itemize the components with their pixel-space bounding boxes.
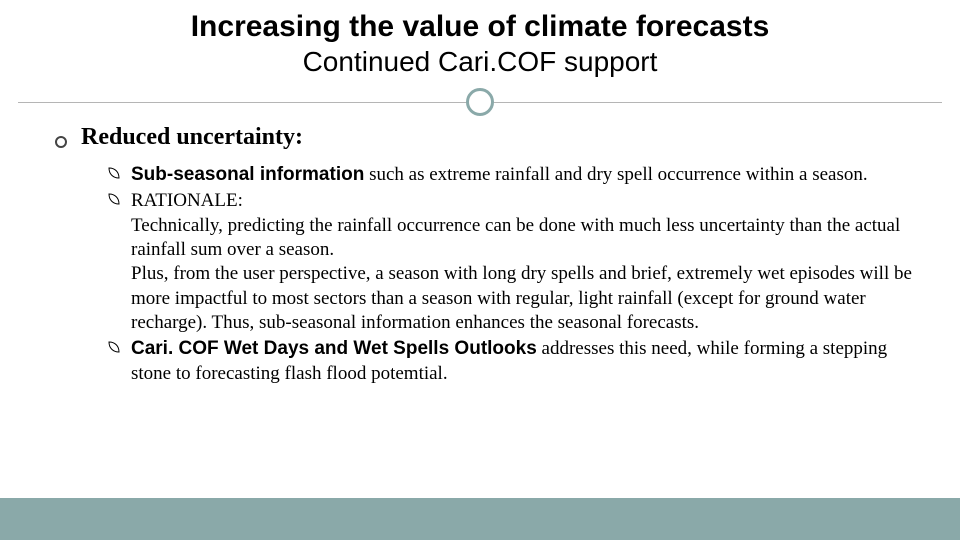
bullet-list: Sub-seasonal information such as extreme… — [107, 163, 920, 386]
list-item-text: RATIONALE: Technically, predicting the r… — [131, 189, 920, 335]
list-item-rest: such as extreme rainfall and dry spell o… — [364, 164, 867, 185]
list-item-bold: Cari. COF Wet Days and Wet Spells Outloo… — [131, 338, 537, 359]
list-item: Cari. COF Wet Days and Wet Spells Outloo… — [107, 337, 920, 386]
footer-bar — [0, 498, 960, 540]
divider-circle-icon — [466, 88, 494, 116]
list-item-rest: RATIONALE: Technically, predicting the r… — [131, 190, 912, 333]
list-item: RATIONALE: Technically, predicting the r… — [107, 189, 920, 335]
leaf-bullet-icon — [107, 165, 121, 181]
list-item-text: Sub-seasonal information such as extreme… — [131, 163, 868, 187]
title-line-2: Continued Cari.COF support — [0, 46, 960, 78]
section-heading-row: Reduced uncertainty: — [55, 124, 920, 151]
slide: Increasing the value of climate forecast… — [0, 0, 960, 540]
list-item: Sub-seasonal information such as extreme… — [107, 163, 920, 187]
divider — [0, 88, 960, 118]
leaf-bullet-icon — [107, 339, 121, 355]
title-block: Increasing the value of climate forecast… — [0, 0, 960, 78]
list-item-text: Cari. COF Wet Days and Wet Spells Outloo… — [131, 337, 920, 386]
title-line-1: Increasing the value of climate forecast… — [0, 10, 960, 44]
list-item-bold: Sub-seasonal information — [131, 164, 364, 185]
hollow-circle-bullet-icon — [55, 136, 67, 148]
section-heading: Reduced uncertainty: — [81, 124, 303, 151]
content: Reduced uncertainty: Sub-seasonal inform… — [0, 124, 960, 386]
leaf-bullet-icon — [107, 191, 121, 207]
